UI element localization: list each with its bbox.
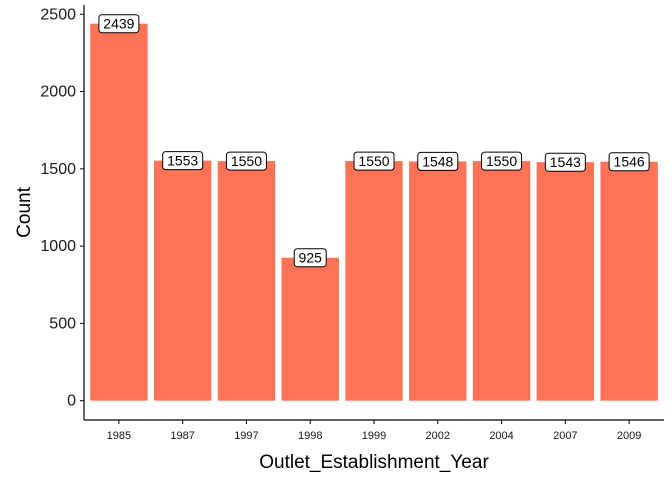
data-label-text: 2439 <box>103 16 134 32</box>
bar <box>90 23 148 401</box>
data-label-text: 1550 <box>486 153 517 169</box>
y-axis-ticks: 0 500 1000 1500 2000 2500 <box>40 6 84 410</box>
x-tick-label: 1998 <box>298 430 322 442</box>
data-label-text: 1546 <box>614 154 645 170</box>
data-label: 1548 <box>417 151 459 171</box>
bar <box>600 161 658 401</box>
x-tick-label: 1985 <box>107 430 131 442</box>
x-tick-label: 2004 <box>489 430 513 442</box>
data-label-text: 1543 <box>550 154 581 170</box>
y-axis-title: Count <box>14 186 35 237</box>
bar <box>217 161 276 401</box>
data-label: 1546 <box>608 152 650 172</box>
data-label: 1550 <box>481 151 523 171</box>
data-label-text: 1550 <box>231 153 262 169</box>
x-tick-label: 2007 <box>553 430 577 442</box>
x-axis-title: Outlet_Establishment_Year <box>259 452 489 473</box>
bar <box>409 161 467 401</box>
bar <box>281 257 339 401</box>
data-label-text: 1553 <box>167 153 198 169</box>
data-labels-layer: 2439 1553 1550 925 1550 1548 1550 1543 1546 <box>98 14 650 268</box>
y-tick-label: 2000 <box>40 84 76 101</box>
x-tick-label: 1997 <box>234 430 258 442</box>
data-label: 2439 <box>98 14 140 34</box>
data-label-text: 1548 <box>422 153 453 169</box>
x-tick-label: 2009 <box>617 430 641 442</box>
data-label: 1543 <box>544 152 586 172</box>
data-label-box <box>293 248 327 268</box>
data-label: 1553 <box>162 151 204 171</box>
y-tick-label: 1500 <box>40 161 76 178</box>
y-tick-label: 0 <box>67 393 76 410</box>
bar <box>153 160 212 401</box>
data-label-box <box>98 14 140 34</box>
data-label-box <box>608 152 650 172</box>
x-tick-label: 1999 <box>362 430 386 442</box>
bar <box>472 161 531 401</box>
y-tick-label: 1000 <box>40 238 76 255</box>
data-label: 1550 <box>353 151 395 171</box>
data-label-box <box>544 152 586 172</box>
data-label-text: 1550 <box>358 153 389 169</box>
y-tick-label: 2500 <box>40 6 76 23</box>
bar <box>345 161 403 401</box>
data-label-box <box>162 151 204 171</box>
data-label-text: 925 <box>299 250 323 266</box>
bar <box>536 162 595 401</box>
x-tick-label: 1987 <box>170 430 194 442</box>
x-axis-ticks: 1985 1987 1997 1998 1999 2002 2004 2007 2009 <box>107 420 641 442</box>
data-label-box <box>353 151 395 171</box>
data-label: 925 <box>293 248 327 268</box>
data-label: 1550 <box>225 151 267 171</box>
x-tick-label: 2002 <box>426 430 450 442</box>
data-label-box <box>225 151 267 171</box>
data-label-box <box>481 151 523 171</box>
bars-layer <box>90 23 658 401</box>
data-label-box <box>417 151 459 171</box>
y-tick-label: 500 <box>49 315 76 332</box>
